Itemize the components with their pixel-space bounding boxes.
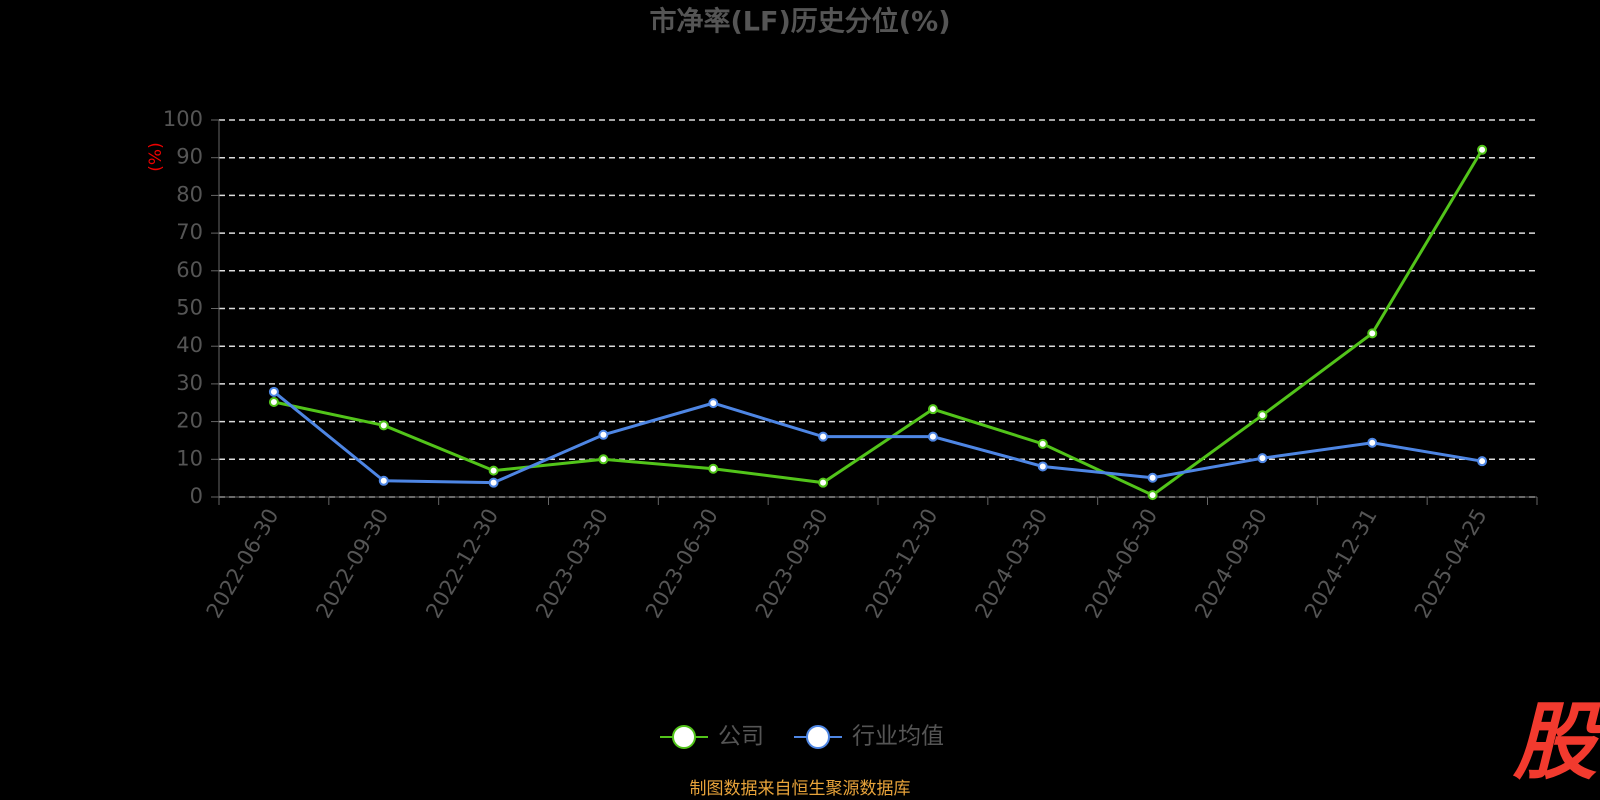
y-axis-label: (%) [146, 142, 166, 171]
watermark-logo: 股 [1512, 693, 1600, 791]
data-point [1477, 456, 1488, 467]
chart-title: 市净率(LF)历史分位(%) [649, 6, 950, 38]
data-point [1477, 144, 1488, 155]
data-point [598, 429, 609, 440]
data-point [268, 396, 279, 407]
y-tick-label: 100 [163, 107, 203, 131]
y-tick-label: 50 [176, 296, 203, 320]
y-tick-label: 40 [176, 333, 203, 357]
y-tick-label: 70 [176, 220, 203, 244]
y-tick-label: 10 [176, 446, 203, 470]
data-point [927, 404, 938, 415]
data-point [268, 386, 279, 397]
y-tick-label: 20 [176, 409, 203, 433]
data-point [1147, 472, 1158, 483]
data-point [1367, 437, 1378, 448]
data-point [1147, 490, 1158, 501]
legend-label: 公司 [718, 724, 764, 750]
y-tick-label: 0 [190, 484, 203, 508]
legend-marker [672, 725, 696, 749]
y-tick-label: 90 [176, 145, 203, 169]
data-point [378, 420, 389, 431]
data-point [818, 431, 829, 442]
data-point [708, 463, 719, 474]
y-tick-label: 60 [176, 258, 203, 282]
data-point [708, 398, 719, 409]
data-point [1367, 328, 1378, 339]
data-point [1257, 410, 1268, 421]
data-point [488, 477, 499, 488]
legend-marker [806, 725, 830, 749]
data-point [488, 465, 499, 476]
y-tick-label: 80 [176, 182, 203, 206]
source-note: 制图数据来自恒生聚源数据库 [690, 779, 911, 799]
data-point [1037, 438, 1048, 449]
y-tick-label: 30 [176, 371, 203, 395]
data-point [1037, 461, 1048, 472]
data-point [1257, 453, 1268, 464]
series-line [273, 149, 1484, 497]
data-point [927, 431, 938, 442]
legend-label: 行业均值 [852, 724, 944, 750]
data-point [598, 454, 609, 465]
series-line [272, 390, 1483, 485]
data-point [378, 475, 389, 486]
data-point [818, 477, 829, 488]
